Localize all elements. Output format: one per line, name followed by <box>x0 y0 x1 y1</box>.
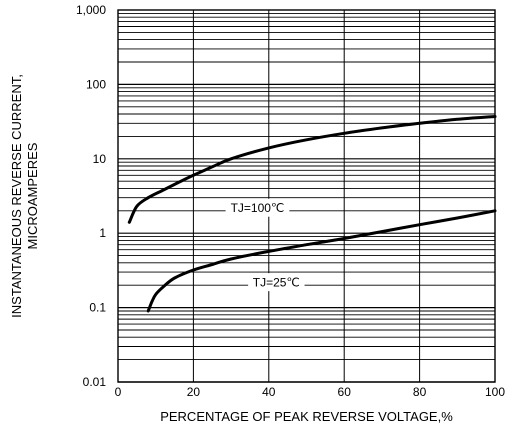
axes <box>117 9 496 383</box>
series-line-tj-25 <box>146 209 497 313</box>
y-tick-label: 0.01 <box>83 375 107 389</box>
y-axis-label-line-1: INSTANTANEOUS REVERSE CURRENT, <box>9 74 24 318</box>
x-tick-label: 80 <box>413 385 427 399</box>
curve-label-background <box>248 273 305 292</box>
grid <box>117 10 496 383</box>
plot-frame <box>117 9 496 383</box>
y-tick-label: 0.1 <box>89 301 106 315</box>
series-line-tj-100 <box>127 115 497 224</box>
curve-label-tj-100: TJ=100℃ <box>231 201 285 215</box>
y-axis-label: INSTANTANEOUS REVERSE CURRENT, MICROAMPE… <box>9 74 40 318</box>
y-tick-label: 1,000 <box>76 3 106 17</box>
tick-labels: 0.01 0.1 1 10 100 1,000 0 20 40 60 80 100 <box>76 3 505 399</box>
y-tick-label: 10 <box>93 152 107 166</box>
curve-label-background <box>225 198 290 217</box>
x-tick-label: 0 <box>115 385 122 399</box>
x-axis-label: PERCENTAGE OF PEAK REVERSE VOLTAGE,% <box>160 409 453 424</box>
annotations: TJ=100℃ TJ=25℃ <box>225 198 305 292</box>
y-tick-label: 1 <box>99 226 106 240</box>
x-tick-label: 60 <box>338 385 352 399</box>
x-tick-label: 20 <box>187 385 201 399</box>
x-tick-label: 100 <box>485 385 505 399</box>
x-tick-label: 40 <box>262 385 276 399</box>
curve-label-tj-25: TJ=25℃ <box>253 276 300 290</box>
series-layer <box>127 115 497 313</box>
y-axis-label-line-2: MICROAMPERES <box>25 142 40 249</box>
y-tick-label: 100 <box>86 77 106 91</box>
